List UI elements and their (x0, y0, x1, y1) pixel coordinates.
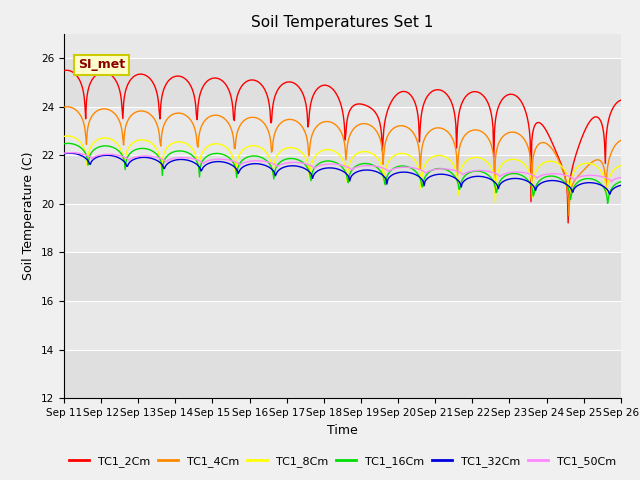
Bar (64, 58, 621, 107)
Bar (64, 155, 621, 204)
X-axis label: Time: Time (327, 424, 358, 437)
Text: SI_met: SI_met (78, 58, 125, 71)
Bar (64, 252, 621, 301)
Bar (64, 350, 621, 398)
Y-axis label: Soil Temperature (C): Soil Temperature (C) (22, 152, 35, 280)
Legend: TC1_2Cm, TC1_4Cm, TC1_8Cm, TC1_16Cm, TC1_32Cm, TC1_50Cm: TC1_2Cm, TC1_4Cm, TC1_8Cm, TC1_16Cm, TC1… (65, 451, 620, 471)
Title: Soil Temperatures Set 1: Soil Temperatures Set 1 (252, 15, 433, 30)
